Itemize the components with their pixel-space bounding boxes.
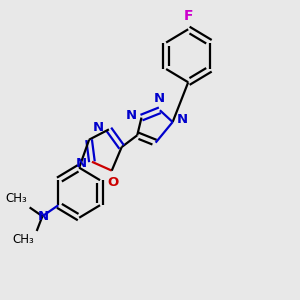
Text: N: N — [154, 92, 165, 105]
Text: N: N — [93, 122, 104, 134]
Text: N: N — [38, 210, 50, 223]
Text: O: O — [107, 176, 119, 190]
Text: N: N — [177, 113, 188, 126]
Text: N: N — [126, 109, 137, 122]
Text: CH₃: CH₃ — [12, 233, 34, 246]
Text: N: N — [76, 157, 87, 170]
Text: F: F — [184, 9, 193, 23]
Text: CH₃: CH₃ — [5, 192, 27, 205]
